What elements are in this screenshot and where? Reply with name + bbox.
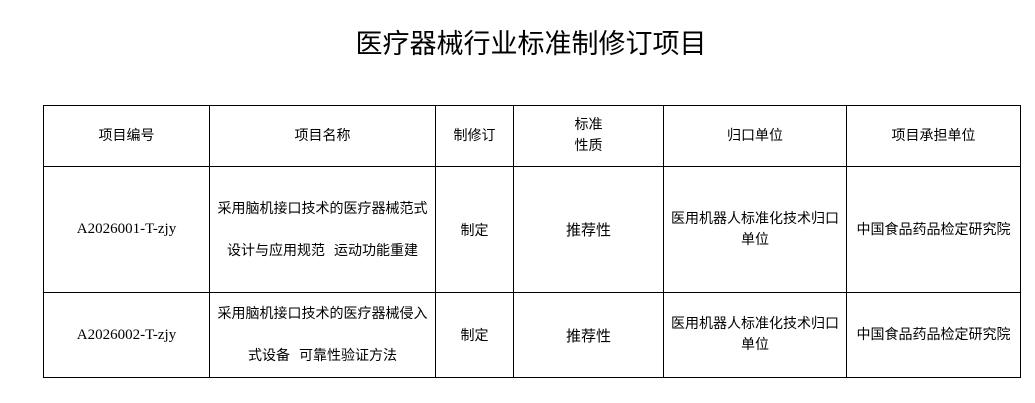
standard-nature: 推荐性 — [513, 292, 664, 378]
projects-table: 项目编号 项目名称 制修订 标准 性质 归口单位 项目承担单位 A2026001… — [43, 105, 1021, 378]
undertaking-unit: 中国食品药品检定研究院 — [846, 292, 1021, 378]
project-name: 采用脑机接口技术的医疗器械范式设计与应用规范 运动功能重建 — [209, 166, 436, 293]
project-id: A2026002-T-zjy — [43, 292, 210, 378]
table-row: A2026001-T-zjy 采用脑机接口技术的医疗器械范式设计与应用规范 运动… — [43, 166, 1021, 293]
responsible-unit: 医用机器人标准化技术归口单位 — [663, 292, 847, 378]
table-header-row: 项目编号 项目名称 制修订 标准 性质 归口单位 项目承担单位 — [43, 105, 1021, 167]
header-revision-type: 制修订 — [435, 105, 514, 167]
table-row: A2026002-T-zjy 采用脑机接口技术的医疗器械侵入式设备 可靠性验证方… — [43, 292, 1021, 378]
responsible-unit: 医用机器人标准化技术归口单位 — [663, 166, 847, 293]
project-name: 采用脑机接口技术的医疗器械侵入式设备 可靠性验证方法 — [209, 292, 436, 378]
header-standard-nature: 标准 性质 — [513, 105, 664, 167]
revision-type: 制定 — [435, 166, 514, 293]
project-id: A2026001-T-zjy — [43, 166, 210, 293]
header-undertaking-unit: 项目承担单位 — [846, 105, 1021, 167]
standard-nature: 推荐性 — [513, 166, 664, 293]
revision-type: 制定 — [435, 292, 514, 378]
header-project-name: 项目名称 — [209, 105, 436, 167]
page-title: 医疗器械行业标准制修订项目 — [355, 29, 707, 60]
undertaking-unit: 中国食品药品检定研究院 — [846, 166, 1021, 293]
header-responsible-unit: 归口单位 — [663, 105, 847, 167]
header-project-id: 项目编号 — [43, 105, 210, 167]
